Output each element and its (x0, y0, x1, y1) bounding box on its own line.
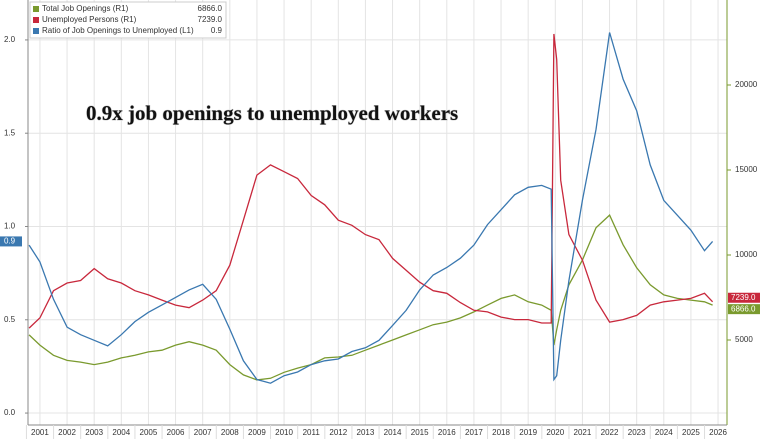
legend-swatch (33, 28, 39, 34)
series-line (28, 32, 714, 384)
y-tick-label: 0.0 (4, 408, 16, 417)
x-tick-label: 2026 (709, 428, 727, 437)
end-label: 0.9 (4, 237, 16, 246)
legend-box (29, 1, 227, 39)
x-tick-label: 2024 (655, 428, 673, 437)
end-label: 6866.0 (731, 304, 756, 313)
legend-value: 0.9 (211, 26, 223, 35)
x-tick-label: 2019 (519, 428, 537, 437)
legend-swatch (33, 17, 39, 23)
x-tick-label: 2018 (492, 428, 510, 437)
x-tick-label: 2012 (329, 428, 347, 437)
x-tick-label: 2002 (58, 428, 76, 437)
x-tick-label: 2015 (411, 428, 429, 437)
x-tick-label: 2006 (167, 428, 185, 437)
end-label-box (728, 292, 760, 303)
y-tick-label: 1.0 (4, 222, 16, 231)
end-label: 7239.0 (731, 293, 756, 302)
x-tick-label: 2008 (221, 428, 239, 437)
x-tick-label: 2003 (85, 428, 103, 437)
series-line (28, 214, 713, 381)
annotation: 0.9x job openings to unemployed workers (86, 101, 458, 125)
legend-label: Ratio of Job Openings to Unemployed (L1) (42, 26, 194, 35)
x-tick-label: 2011 (303, 428, 321, 437)
y-tick-label: 1.5 (4, 128, 16, 137)
y2-tick-label: 15000 (735, 165, 758, 174)
x-tick-label: 2022 (601, 428, 619, 437)
x-tick-label: 2017 (465, 428, 483, 437)
y2-tick-label: 5000 (735, 335, 753, 344)
x-tick-label: 2009 (248, 428, 266, 437)
x-tick-label: 2025 (682, 428, 700, 437)
legend-value: 7239.0 (198, 15, 223, 24)
series-line (28, 33, 714, 329)
legend-value: 6866.0 (198, 4, 223, 13)
x-tick-label: 2021 (574, 428, 592, 437)
legend-label: Total Job Openings (R1) (42, 4, 129, 13)
y2-tick-label: 10000 (735, 250, 758, 259)
x-tick-label: 2023 (628, 428, 646, 437)
legend-label: Unemployed Persons (R1) (42, 15, 137, 24)
y-tick-label: 2.0 (4, 35, 16, 44)
x-tick-label: 2014 (384, 428, 402, 437)
end-label-box (728, 304, 760, 315)
x-tick-label: 2001 (31, 428, 49, 437)
x-tick-label: 2013 (357, 428, 375, 437)
legend-swatch (33, 6, 39, 12)
x-tick-label: 2005 (140, 428, 158, 437)
x-tick-label: 2016 (438, 428, 456, 437)
x-tick-label: 2010 (275, 428, 293, 437)
end-label-box (0, 236, 22, 247)
x-tick-label: 2007 (194, 428, 212, 437)
y2-tick-label: 20000 (735, 80, 758, 89)
x-tick-label: 2004 (112, 428, 130, 437)
x-tick-label: 2020 (546, 428, 564, 437)
y-tick-label: 0.5 (4, 315, 16, 324)
